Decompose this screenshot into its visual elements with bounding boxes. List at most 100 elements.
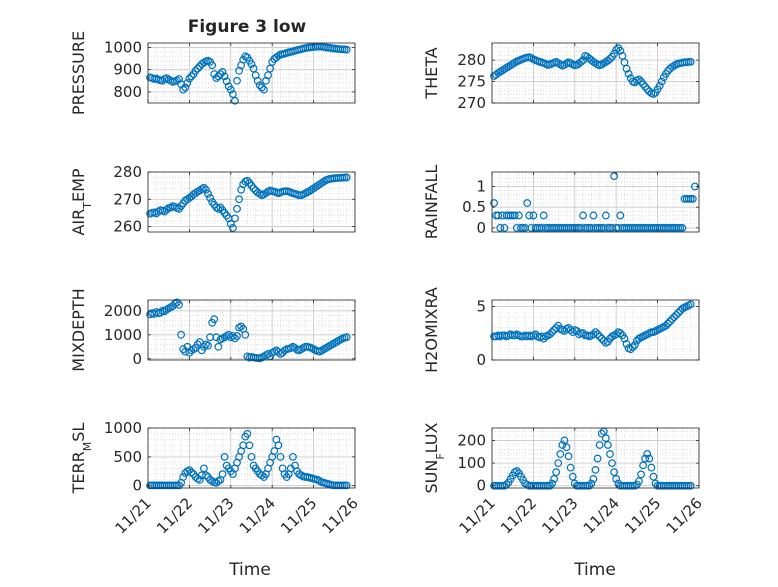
x-tick-label: 11/23 bbox=[538, 494, 581, 537]
data-point bbox=[247, 452, 256, 461]
data-point bbox=[550, 475, 558, 483]
axes-box bbox=[491, 171, 700, 233]
y-tick-label: 2000 bbox=[104, 302, 142, 320]
data-point bbox=[622, 64, 631, 73]
data-point bbox=[212, 203, 221, 212]
data-point bbox=[546, 481, 554, 490]
data-point bbox=[595, 332, 604, 341]
data-point bbox=[610, 49, 619, 58]
y-tick-label: 0 bbox=[476, 351, 486, 369]
data-point bbox=[187, 468, 196, 477]
data-point bbox=[226, 219, 235, 228]
y-tick-label: 1000 bbox=[104, 419, 142, 437]
data-point bbox=[179, 473, 188, 481]
y-tick-label: 200 bbox=[457, 431, 486, 449]
data-point bbox=[226, 85, 235, 94]
data-point bbox=[647, 463, 656, 472]
data-point bbox=[179, 85, 188, 94]
data-point bbox=[208, 61, 217, 70]
y-axis-label-7: TERRMSL bbox=[69, 423, 94, 495]
data-point bbox=[202, 185, 210, 194]
data-point bbox=[264, 71, 272, 80]
data-point bbox=[616, 329, 625, 338]
data-point bbox=[183, 79, 192, 87]
data-point bbox=[548, 328, 556, 337]
data-point bbox=[228, 332, 237, 340]
data-point bbox=[612, 45, 621, 54]
data-point bbox=[628, 343, 637, 352]
data-point bbox=[214, 204, 223, 213]
plot-area bbox=[492, 43, 699, 103]
data-point bbox=[156, 308, 165, 317]
data-point bbox=[512, 467, 521, 475]
x-tick-label: 11/25 bbox=[621, 494, 664, 537]
data-point bbox=[510, 211, 519, 220]
y-tick-label: 0 bbox=[476, 477, 486, 495]
data-point bbox=[320, 177, 328, 186]
data-point bbox=[686, 481, 695, 490]
data-point bbox=[643, 85, 652, 94]
data-point bbox=[222, 77, 231, 86]
data-point bbox=[177, 330, 186, 339]
data-point bbox=[162, 205, 171, 214]
data-point bbox=[199, 183, 208, 192]
axes-box bbox=[147, 171, 356, 233]
data-point bbox=[243, 176, 252, 185]
subplot-6: 0 5 H2OMIXRA bbox=[422, 287, 700, 373]
y-tick-label: 5 bbox=[476, 297, 486, 315]
data-point bbox=[266, 64, 275, 73]
data-point bbox=[224, 330, 233, 339]
subplot-2: 270 275 280 THETA bbox=[422, 42, 700, 112]
data-point bbox=[597, 334, 606, 343]
data-point bbox=[610, 172, 619, 181]
data-point bbox=[597, 429, 606, 438]
y-tick-label: 270 bbox=[457, 94, 486, 112]
y-axis-label-4: RAINFALL bbox=[422, 165, 441, 240]
data-point bbox=[630, 341, 639, 349]
axes-box bbox=[147, 42, 356, 104]
plot-area bbox=[492, 428, 699, 488]
data-point bbox=[566, 463, 575, 472]
data-point bbox=[608, 459, 616, 467]
data-point bbox=[616, 46, 625, 55]
data-point bbox=[193, 64, 202, 73]
figure-title: Figure 3 low bbox=[188, 17, 307, 37]
data-point bbox=[589, 211, 598, 220]
y-tick-label: 0 bbox=[476, 219, 486, 237]
data-point bbox=[255, 81, 264, 90]
data-point bbox=[218, 67, 227, 76]
data-point bbox=[593, 330, 602, 339]
data-point bbox=[657, 77, 666, 86]
x-tick-label: 11/26 bbox=[663, 494, 706, 537]
y-axis-label-5: MIXDEPTH bbox=[69, 288, 88, 371]
data-point bbox=[220, 72, 229, 81]
y-tick-label: 900 bbox=[113, 61, 142, 79]
data-point bbox=[591, 465, 600, 474]
data-point bbox=[228, 224, 237, 232]
data-point bbox=[585, 481, 594, 490]
plot-area bbox=[492, 172, 699, 232]
data-point bbox=[247, 60, 256, 69]
data-point bbox=[666, 317, 674, 326]
data-point bbox=[635, 75, 643, 84]
plot-area bbox=[492, 300, 699, 360]
data-point bbox=[257, 471, 266, 480]
data-point bbox=[500, 223, 509, 232]
data-point bbox=[270, 447, 279, 455]
data-point bbox=[661, 321, 670, 330]
data-point bbox=[342, 481, 351, 490]
data-point bbox=[672, 311, 681, 319]
data-point bbox=[202, 471, 210, 480]
data-point bbox=[655, 81, 664, 90]
data-point bbox=[220, 452, 229, 461]
data-point bbox=[490, 199, 498, 207]
data-point bbox=[670, 313, 679, 322]
x-tick-label: 11/24 bbox=[236, 494, 279, 537]
data-point bbox=[243, 429, 252, 438]
axes-box bbox=[491, 42, 700, 104]
data-point bbox=[216, 70, 225, 79]
